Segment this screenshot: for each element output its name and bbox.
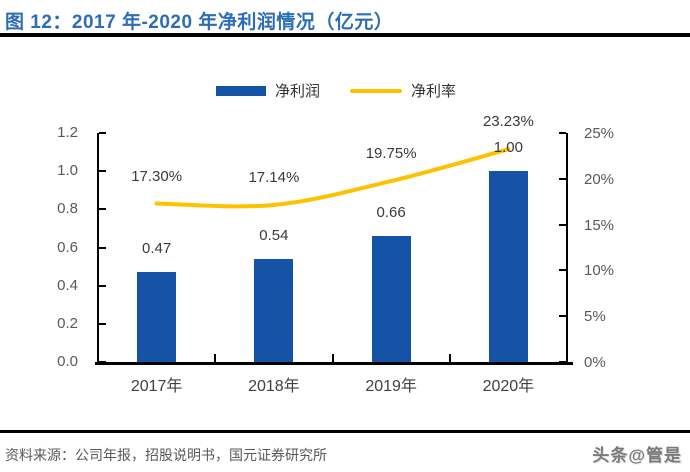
source-note: 资料来源：公司年报，招股说明书，国元证券研究所 — [5, 447, 327, 463]
bar — [137, 272, 177, 362]
bar — [254, 258, 294, 362]
bar-value-label: 0.66 — [376, 204, 406, 222]
watermark: 头条@管是 — [592, 446, 682, 465]
x-axis-label: 2020年 — [482, 378, 535, 395]
figure-title: 图 12：2017 年-2020 年净利润情况（亿元） — [5, 12, 394, 33]
y-axis-label-left: 0.0 — [57, 353, 78, 370]
line-point-label: 17.30% — [131, 167, 183, 185]
chart-legend: 净利润 净利率 — [216, 80, 456, 101]
x-axis-label: 2018年 — [248, 378, 300, 395]
x-axis-tick — [331, 354, 334, 362]
y-axis-tick-right — [559, 223, 566, 226]
y-axis-tick-right — [559, 361, 566, 363]
y-axis-tick-right — [559, 269, 566, 272]
y-axis-label-left: 0.2 — [57, 314, 78, 332]
x-axis-tick — [214, 354, 217, 362]
title-divider-line — [0, 33, 690, 37]
line-point-label: 17.14% — [248, 168, 300, 186]
line-point-label: 23.23% — [482, 113, 534, 131]
bar-value-label: 0.47 — [142, 240, 172, 258]
bar-value-label: 0.54 — [259, 226, 289, 244]
legend-item-net-profit: 净利润 — [216, 80, 320, 101]
net-margin-line — [154, 147, 511, 209]
y-axis-tick-left — [99, 132, 106, 134]
x-axis-tick — [448, 354, 451, 362]
right-axis-line — [566, 133, 568, 365]
net-profit-bar-swatch — [216, 85, 266, 96]
y-axis-tick-right — [559, 132, 566, 134]
y-axis-label-left: 0.8 — [57, 200, 78, 218]
y-axis-tick-left — [99, 246, 106, 249]
net-margin-line-swatch — [350, 88, 403, 93]
line-point-label: 19.75% — [365, 145, 417, 163]
y-axis-tick-left — [99, 170, 106, 173]
y-axis-label-right: 10% — [584, 262, 615, 280]
left-axis-line — [97, 133, 99, 365]
y-axis-tick-left — [99, 284, 106, 287]
legend-label-net-margin: 净利率 — [411, 83, 457, 100]
y-axis-tick-left — [99, 208, 106, 211]
y-axis-label-left: 0.6 — [57, 238, 78, 256]
y-axis-tick-left — [99, 361, 106, 363]
y-axis-label-left: 1.0 — [57, 162, 78, 180]
y-axis-label-left: 1.2 — [57, 124, 78, 141]
x-axis-label: 2017年 — [130, 378, 183, 395]
bottom-axis-line — [95, 362, 573, 365]
y-axis-label-right: 5% — [584, 308, 606, 326]
y-axis-label-right: 25% — [584, 125, 615, 142]
bar — [371, 236, 411, 362]
footer-divider-line — [0, 430, 690, 433]
legend-item-net-margin: 净利率 — [350, 80, 456, 101]
bar-value-label: 1.00 — [493, 139, 523, 157]
y-axis-tick-right — [559, 177, 566, 180]
y-axis-tick-left — [99, 322, 106, 325]
bar — [488, 171, 528, 362]
y-axis-label-left: 0.4 — [57, 276, 78, 294]
x-axis-label: 2019年 — [365, 378, 417, 395]
y-axis-label-right: 15% — [584, 216, 615, 234]
legend-label-net-profit: 净利润 — [275, 83, 321, 100]
y-axis-label-right: 20% — [584, 170, 615, 188]
y-axis-label-right: 0% — [584, 354, 606, 371]
y-axis-tick-right — [559, 315, 566, 318]
